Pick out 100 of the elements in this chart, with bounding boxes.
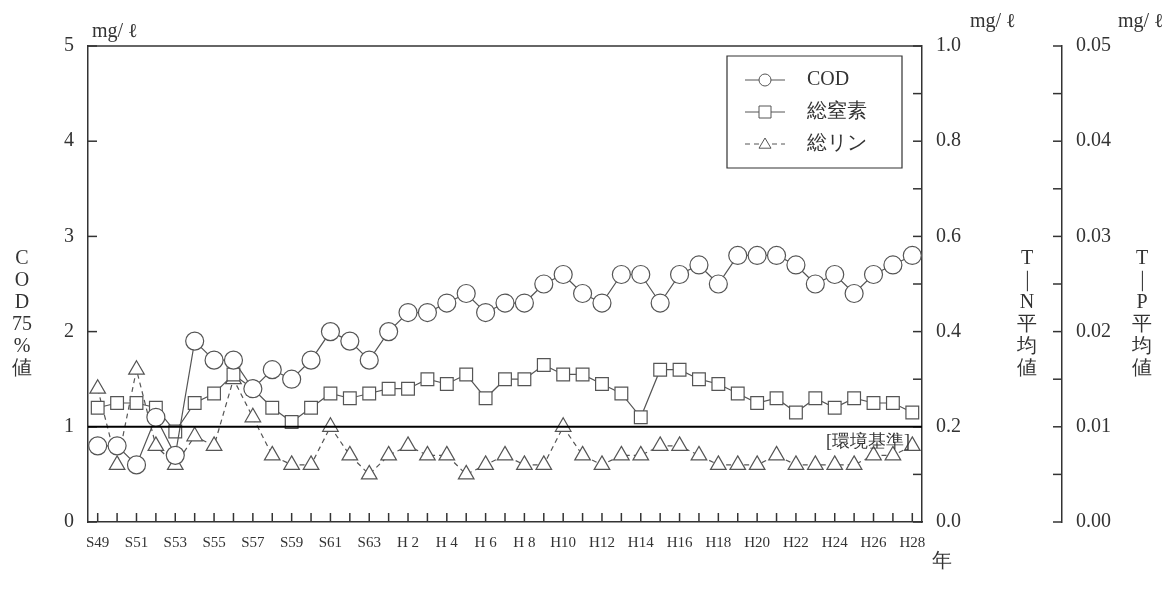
point [401, 381, 415, 396]
point [711, 377, 726, 391]
point [650, 293, 670, 313]
point [476, 302, 496, 323]
point [595, 377, 609, 391]
point [866, 396, 881, 410]
point [304, 400, 319, 415]
point [457, 464, 475, 480]
x-tick-label: S51 [124, 533, 149, 550]
point [498, 372, 512, 387]
point [535, 455, 553, 470]
y2-tick-label: 0.4 [936, 318, 961, 341]
point [575, 367, 590, 382]
y2-tick-label: 0.6 [936, 223, 961, 246]
point [320, 322, 341, 342]
point [747, 245, 767, 266]
x-tick-label: H26 [860, 533, 887, 550]
x-tick-label: S55 [202, 533, 226, 550]
point [653, 362, 668, 377]
y2-axis-title: T—N平均値 [1016, 246, 1040, 379]
point [398, 302, 418, 323]
point [671, 436, 688, 451]
y3-tick-label: 0.01 [1076, 414, 1111, 437]
point [827, 400, 842, 415]
point [420, 372, 435, 387]
x-tick-label: H12 [589, 533, 615, 550]
point [110, 396, 125, 410]
point [766, 245, 787, 266]
point [128, 360, 145, 375]
y3-axis-title: T—P平均値 [1131, 246, 1155, 379]
point [165, 445, 185, 465]
point [187, 396, 202, 410]
point [826, 455, 844, 470]
x-tick-label: S61 [318, 533, 343, 550]
point [477, 455, 494, 470]
point [90, 400, 105, 415]
point [709, 455, 727, 470]
legend-label: COD [807, 67, 850, 90]
point [691, 372, 706, 387]
legend-label: 総窒素 [806, 99, 867, 122]
x-tick-label: H20 [744, 533, 771, 550]
y-tick-label: 2 [64, 318, 74, 341]
point [593, 455, 611, 470]
point [283, 455, 301, 470]
point [204, 350, 224, 370]
point [478, 391, 493, 406]
point [399, 436, 417, 451]
point [592, 293, 612, 313]
point [708, 274, 728, 294]
point [863, 264, 884, 285]
point [631, 264, 651, 285]
point [514, 293, 534, 313]
x-axis-title: 年 [932, 549, 953, 572]
point [419, 445, 436, 461]
x-tick-label: H 6 [474, 533, 498, 550]
ref-line-label: [環境基準] [826, 430, 910, 451]
point [748, 455, 766, 470]
point [380, 445, 398, 461]
x-tick-label: H 4 [435, 533, 459, 550]
x-tick-label: H 2 [396, 533, 420, 550]
point [845, 455, 863, 470]
y2-tick-label: 0.2 [936, 414, 961, 437]
point [730, 386, 745, 401]
x-tick-label: H18 [705, 533, 732, 550]
point [750, 396, 765, 410]
y3-tick-label: 0.04 [1076, 128, 1111, 151]
point [574, 445, 591, 461]
point [89, 379, 107, 394]
y2-tick-label: 0.8 [936, 128, 961, 151]
point [536, 357, 551, 372]
point [342, 391, 357, 406]
y-tick-label: 0 [64, 509, 74, 532]
x-tick-label: H24 [821, 533, 849, 550]
point [690, 445, 708, 461]
point [262, 360, 282, 380]
text: mg/ ℓ [970, 9, 1016, 33]
point [88, 436, 108, 456]
point [302, 455, 320, 470]
point [108, 455, 126, 470]
point [107, 436, 127, 456]
point [417, 302, 438, 323]
point [611, 264, 631, 285]
point [806, 455, 824, 470]
x-tick-label: H16 [666, 533, 693, 550]
point [769, 391, 784, 406]
point [185, 331, 205, 351]
point [689, 255, 709, 275]
point [729, 455, 747, 470]
point [651, 436, 669, 451]
point [437, 293, 457, 313]
point [847, 391, 862, 406]
y3-tick-label: 0.05 [1076, 33, 1111, 56]
point [614, 386, 629, 401]
point [632, 445, 650, 461]
point [439, 377, 454, 391]
point [534, 274, 554, 294]
y3-tick-label: 0.02 [1076, 318, 1111, 341]
point [341, 445, 359, 461]
point [362, 386, 377, 401]
point [883, 255, 903, 275]
